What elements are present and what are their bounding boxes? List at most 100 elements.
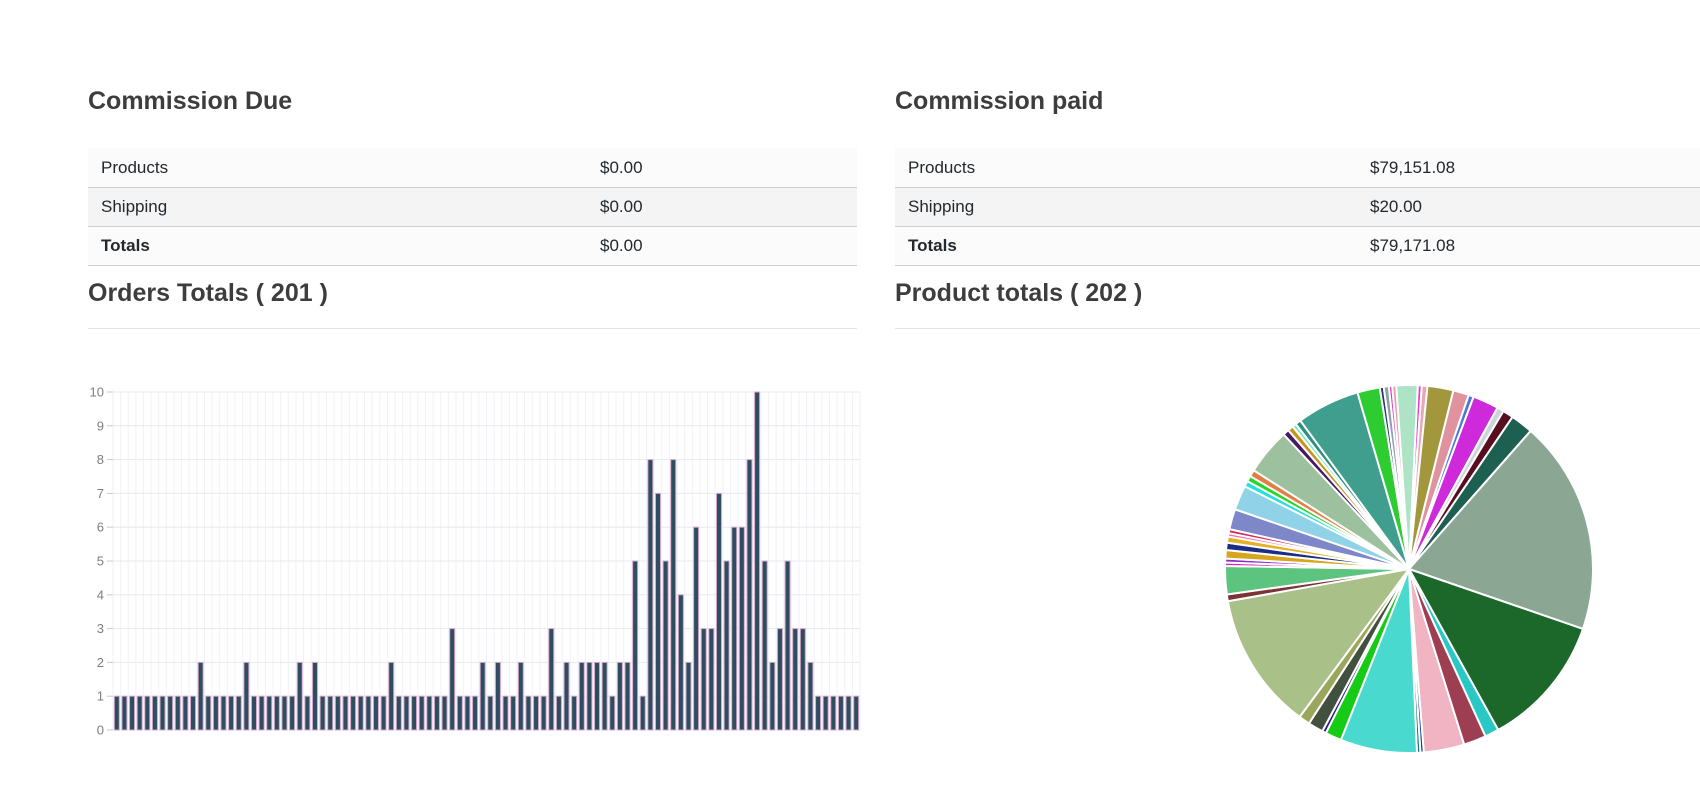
bar[interactable]	[723, 560, 730, 731]
bar[interactable]	[586, 661, 593, 731]
bar[interactable]	[738, 526, 745, 731]
bar[interactable]	[403, 695, 410, 731]
bar[interactable]	[715, 492, 722, 731]
bar[interactable]	[311, 661, 318, 731]
bar[interactable]	[685, 661, 692, 731]
bar[interactable]	[289, 695, 296, 731]
bar[interactable]	[494, 661, 501, 731]
bar[interactable]	[167, 695, 174, 731]
bar[interactable]	[433, 695, 440, 731]
bar[interactable]	[342, 695, 349, 731]
bar[interactable]	[212, 695, 219, 731]
bar[interactable]	[464, 695, 471, 731]
bar[interactable]	[205, 695, 212, 731]
bar[interactable]	[136, 695, 143, 731]
bar[interactable]	[822, 695, 829, 731]
bar[interactable]	[510, 695, 517, 731]
bar[interactable]	[693, 526, 700, 731]
bar[interactable]	[121, 695, 128, 731]
bar[interactable]	[151, 695, 158, 731]
bar[interactable]	[815, 695, 822, 731]
bar[interactable]	[395, 695, 402, 731]
bar[interactable]	[632, 560, 639, 731]
bar[interactable]	[761, 560, 768, 731]
bar[interactable]	[754, 391, 761, 731]
bar[interactable]	[129, 695, 136, 731]
bar[interactable]	[334, 695, 341, 731]
bar[interactable]	[525, 695, 532, 731]
bar[interactable]	[449, 628, 456, 731]
bar[interactable]	[190, 695, 197, 731]
bar[interactable]	[243, 661, 250, 731]
bar[interactable]	[647, 459, 654, 731]
bar[interactable]	[708, 628, 715, 731]
bar[interactable]	[372, 695, 379, 731]
bar[interactable]	[365, 695, 372, 731]
bar[interactable]	[502, 695, 509, 731]
bar[interactable]	[540, 695, 547, 731]
bar[interactable]	[670, 459, 677, 731]
bar[interactable]	[807, 661, 814, 731]
bar[interactable]	[677, 594, 684, 731]
bar[interactable]	[487, 695, 494, 731]
bar[interactable]	[654, 492, 661, 731]
bar[interactable]	[411, 695, 418, 731]
bar[interactable]	[746, 459, 753, 731]
bar[interactable]	[266, 695, 273, 731]
bar[interactable]	[776, 628, 783, 731]
bar[interactable]	[555, 695, 562, 731]
bar[interactable]	[792, 628, 799, 731]
bar[interactable]	[517, 661, 524, 731]
orders-bar-chart[interactable]: 0 1 2 3 4 5 6 7 8 9 10	[86, 386, 868, 738]
bar[interactable]	[228, 695, 235, 731]
bar[interactable]	[273, 695, 280, 731]
bar[interactable]	[159, 695, 166, 731]
bar[interactable]	[784, 560, 791, 731]
bar[interactable]	[563, 661, 570, 731]
bar[interactable]	[144, 695, 151, 731]
bar[interactable]	[251, 695, 258, 731]
bar[interactable]	[296, 661, 303, 731]
bar[interactable]	[594, 661, 601, 731]
bar[interactable]	[472, 695, 479, 731]
bar[interactable]	[258, 695, 265, 731]
bar[interactable]	[113, 695, 120, 731]
bar[interactable]	[197, 661, 204, 731]
bar[interactable]	[441, 695, 448, 731]
bar[interactable]	[426, 695, 433, 731]
bar[interactable]	[571, 695, 578, 731]
bar[interactable]	[220, 695, 227, 731]
bar[interactable]	[853, 695, 860, 731]
bar[interactable]	[533, 695, 540, 731]
bar[interactable]	[327, 695, 334, 731]
bar[interactable]	[731, 526, 738, 731]
bar[interactable]	[357, 695, 364, 731]
bar[interactable]	[235, 695, 242, 731]
pie-slice[interactable]	[1391, 384, 1410, 570]
bar[interactable]	[380, 695, 387, 731]
bar[interactable]	[769, 661, 776, 731]
bar[interactable]	[624, 661, 631, 731]
bar[interactable]	[418, 695, 425, 731]
bar[interactable]	[479, 661, 486, 731]
bar[interactable]	[662, 560, 669, 731]
bar[interactable]	[350, 695, 357, 731]
bar[interactable]	[837, 695, 844, 731]
bar[interactable]	[319, 695, 326, 731]
pie-slice[interactable]	[1408, 568, 1584, 731]
bar[interactable]	[830, 695, 837, 731]
bar[interactable]	[548, 628, 555, 731]
bar[interactable]	[304, 695, 311, 731]
bar[interactable]	[845, 695, 852, 731]
bar[interactable]	[609, 695, 616, 731]
pie-slice[interactable]	[1226, 568, 1410, 718]
bar[interactable]	[799, 628, 806, 731]
bar[interactable]	[601, 661, 608, 731]
bar[interactable]	[174, 695, 181, 731]
product-pie-chart[interactable]	[1220, 380, 1598, 758]
bar[interactable]	[281, 695, 288, 731]
bar[interactable]	[639, 695, 646, 731]
bar[interactable]	[578, 661, 585, 731]
bar[interactable]	[616, 661, 623, 731]
bar[interactable]	[456, 695, 463, 731]
